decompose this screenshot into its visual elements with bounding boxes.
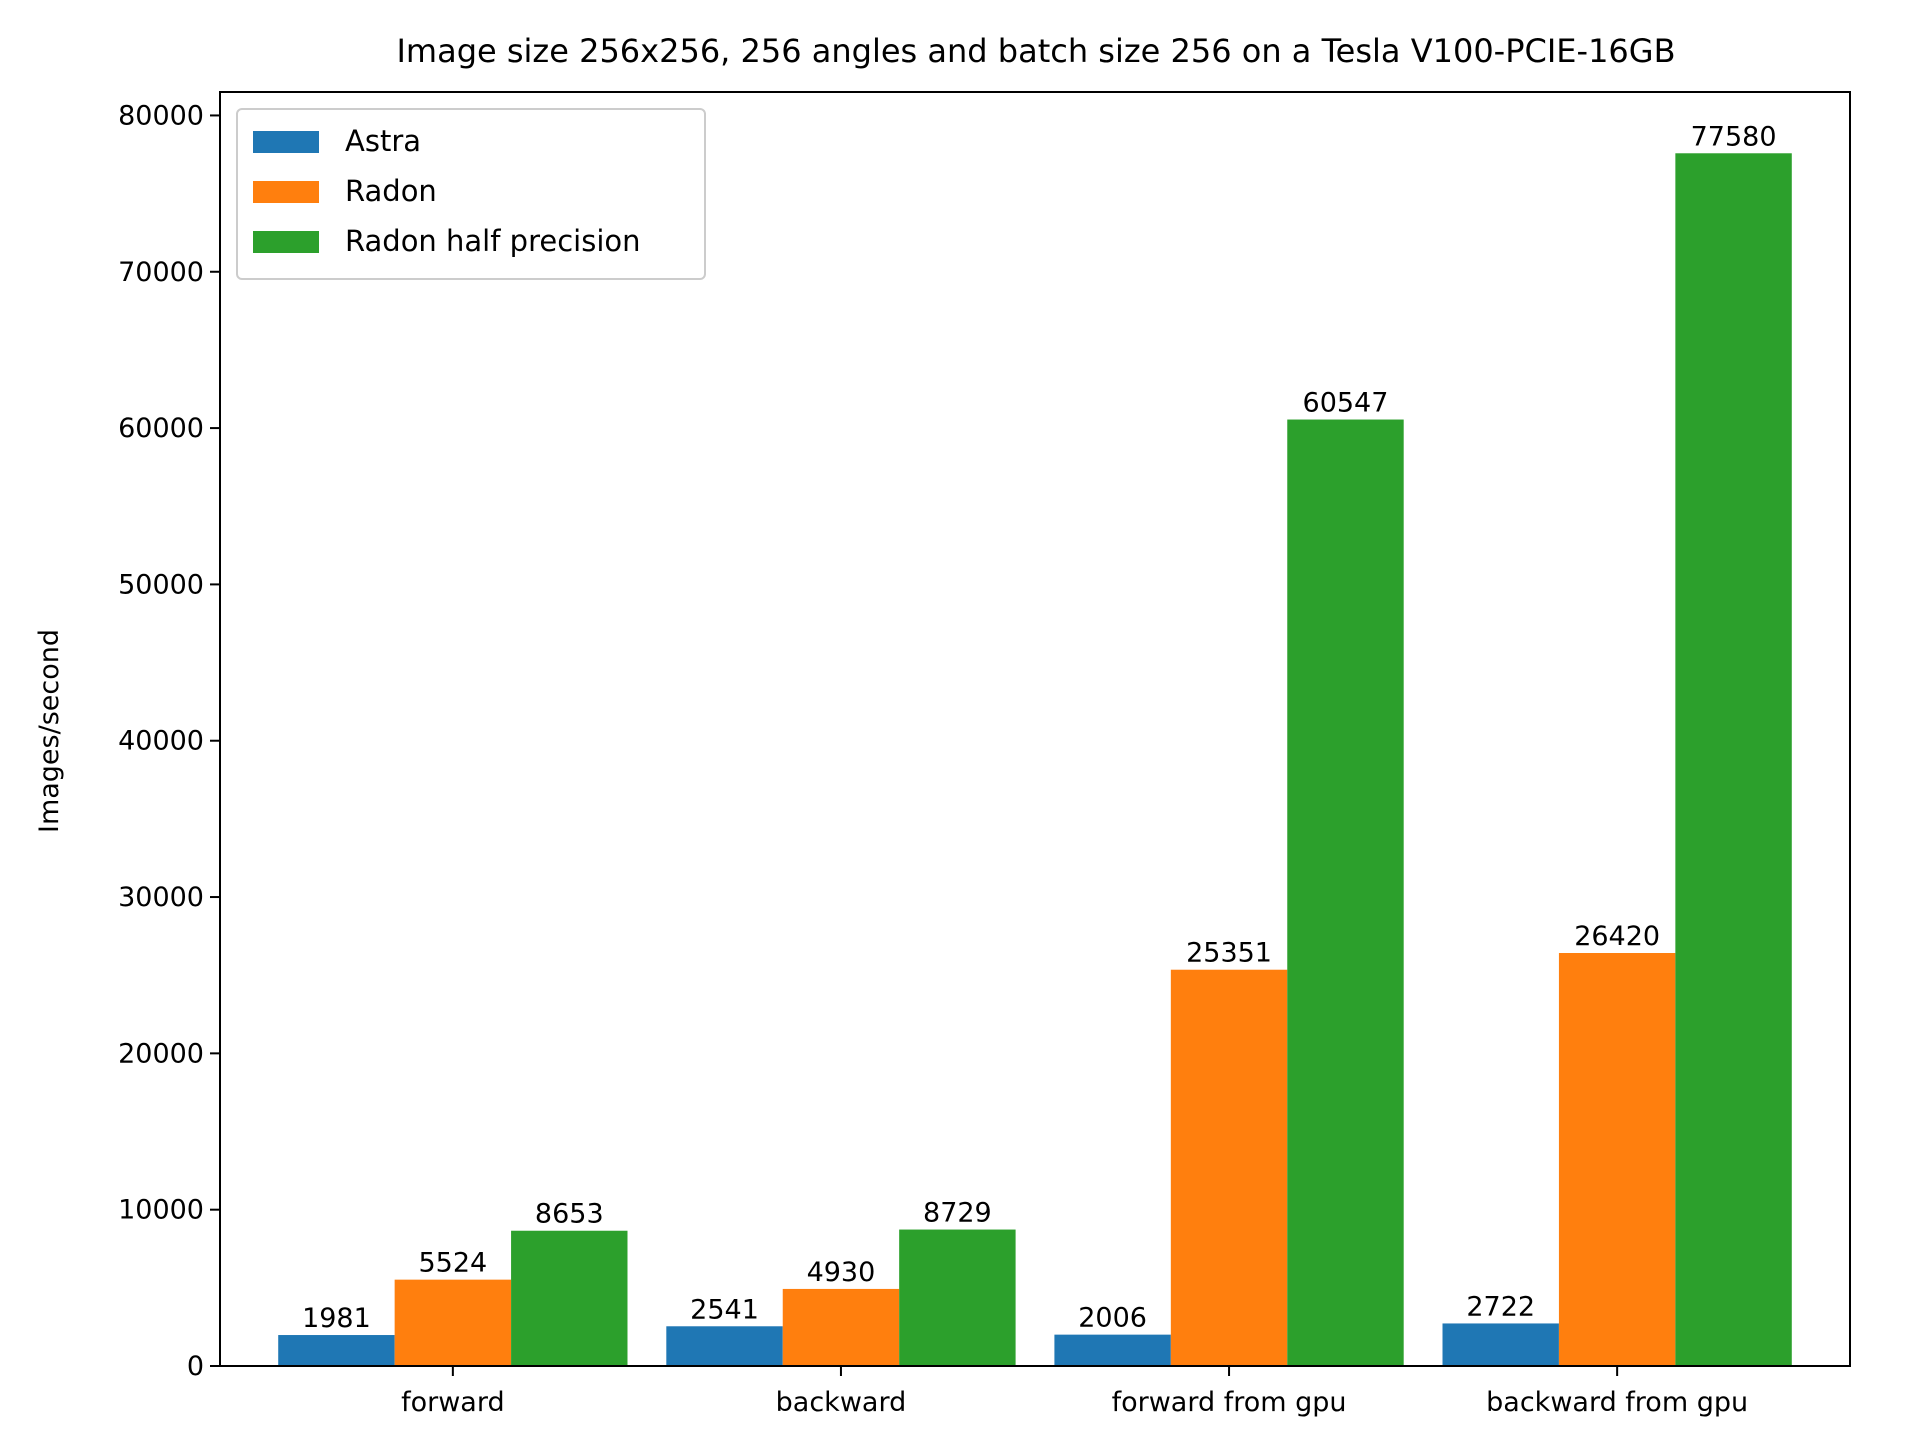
x-tick-label: backward: [776, 1387, 907, 1418]
bar-astra-forward: [278, 1335, 395, 1366]
legend-label: Astra: [345, 124, 421, 158]
legend-label: Radon: [345, 174, 437, 208]
y-tick-label: 40000: [118, 726, 204, 757]
bar-radon-half-precision-forward-from-gpu: [1287, 419, 1404, 1366]
bar-radon-backward-from-gpu: [1558, 953, 1676, 1366]
data-label: 60547: [1303, 388, 1389, 419]
data-label: 2006: [1078, 1303, 1147, 1334]
y-tick-label: 50000: [118, 569, 204, 600]
data-label: 4930: [807, 1257, 876, 1288]
data-label: 26420: [1574, 921, 1660, 952]
bar-radon-half-precision-forward: [511, 1230, 628, 1366]
legend-swatch: [253, 231, 319, 253]
legend-swatch: [253, 131, 319, 153]
data-label: 8729: [923, 1198, 992, 1229]
y-tick-label: 30000: [118, 882, 204, 913]
x-tick-label: forward: [401, 1387, 505, 1418]
legend-label: Radon half precision: [345, 224, 641, 258]
y-tick-label: 60000: [118, 413, 204, 444]
bar-radon-half-precision-backward: [899, 1229, 1016, 1366]
legend-box: [236, 108, 706, 280]
y-tick-label: 10000: [118, 1195, 204, 1226]
x-tick-label: forward from gpu: [1112, 1387, 1347, 1418]
data-label: 2541: [690, 1294, 759, 1325]
legend-swatch: [253, 181, 319, 203]
plot-area: 1981 2541 2006 2722 5524 4930 25351 26420 8653 87…: [118, 91, 1851, 1418]
data-label: 8653: [535, 1199, 604, 1230]
bar-astra-backward-from-gpu: [1442, 1323, 1559, 1366]
bar-radon-backward: [782, 1288, 900, 1366]
data-label: 25351: [1186, 938, 1272, 969]
y-axis-label: Images/second: [34, 629, 65, 833]
data-label: 1981: [302, 1303, 371, 1334]
y-tick-label: 0: [187, 1351, 204, 1382]
x-tick-label: backward from gpu: [1486, 1387, 1748, 1418]
data-label: 5524: [418, 1248, 487, 1279]
y-tick-label: 80000: [118, 100, 204, 131]
bar-radon-forward: [394, 1279, 512, 1366]
chart-title: Image size 256x256, 256 angles and batch…: [396, 32, 1675, 70]
bar-radon-forward-from-gpu: [1170, 969, 1288, 1366]
bar-radon-half-precision-backward-from-gpu: [1675, 153, 1792, 1366]
data-label: 2722: [1466, 1291, 1535, 1322]
bar-astra-backward: [666, 1326, 783, 1366]
data-label: 77580: [1691, 121, 1777, 152]
axes-frame: [219, 91, 1851, 1367]
bar-astra-forward-from-gpu: [1054, 1334, 1171, 1366]
y-tick-label: 70000: [118, 257, 204, 288]
y-tick-label: 20000: [118, 1038, 204, 1069]
